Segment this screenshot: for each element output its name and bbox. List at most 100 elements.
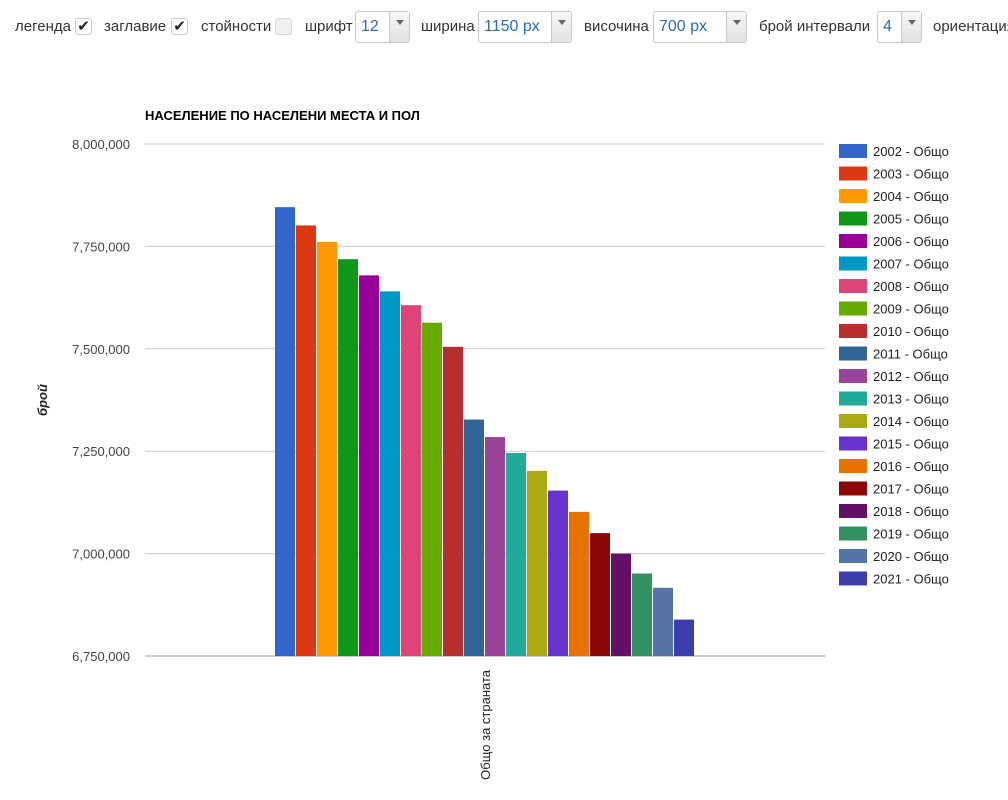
bar[interactable] (674, 619, 694, 656)
legend-swatch (839, 324, 867, 338)
legend: 2002 - Общо 2003 - Общо 2004 - Общо 2005 - … (839, 144, 949, 587)
bar[interactable] (548, 490, 568, 656)
legend-item-label: 2002 - Общо (873, 144, 949, 159)
bar[interactable] (380, 291, 400, 656)
y-axis-ticks: 6,750,000 7,000,000 7,250,000 7,500,000 7,75… (72, 137, 130, 664)
bar[interactable] (401, 305, 421, 656)
legend-item-label: 2015 - Общо (873, 437, 949, 452)
chevron-down-icon (389, 12, 409, 42)
bar[interactable] (422, 322, 442, 656)
bar[interactable] (443, 346, 463, 656)
font-size-value: 12 (361, 18, 379, 35)
y-axis-label: брой (35, 384, 50, 416)
bar[interactable] (275, 207, 295, 656)
chevron-down-icon (726, 12, 746, 42)
y-tick-label: 7,000,000 (72, 547, 130, 562)
orientation-label: ориентация (933, 18, 1008, 35)
bar[interactable] (506, 452, 526, 656)
legend-swatch (839, 549, 867, 563)
legend-swatch (839, 481, 867, 496)
intervals-label: брой интервали (759, 18, 871, 35)
intervals-value: 4 (883, 18, 892, 35)
legend-item-label: 2017 - Общо (873, 482, 949, 497)
legend-swatch (839, 234, 867, 248)
legend-item-label: 2013 - Общо (873, 392, 949, 407)
legend-swatch (839, 166, 867, 181)
chevron-down-icon (551, 12, 571, 42)
font-label: шрифт (305, 18, 353, 35)
legend-item-label: 2003 - Общо (873, 167, 949, 182)
width-label: ширина (421, 18, 475, 35)
bar[interactable] (527, 470, 547, 656)
legend-item-label: 2020 - Общо (873, 549, 949, 564)
bar[interactable] (611, 553, 631, 656)
chevron-down-icon (901, 12, 921, 42)
legend-item-label: 2014 - Общо (873, 414, 949, 429)
chart-title: НАСЕЛЕНИЕ ПО НАСЕЛЕНИ МЕСТА И ПОЛ (145, 108, 420, 123)
legend-item-label: 2008 - Общо (873, 279, 949, 294)
height-label: височина (584, 18, 649, 35)
font-size-select[interactable]: 12 (355, 11, 410, 43)
chart-options-toolbar: легенда ✔ заглавие ✔ стойности шрифт 12 … (0, 10, 1008, 44)
legend-item-label: 2005 - Общо (873, 212, 949, 227)
bar[interactable] (464, 419, 484, 656)
legend-swatch (839, 346, 867, 361)
legend-label: легенда (15, 18, 71, 35)
legend-item-label: 2004 - Общо (873, 189, 949, 204)
legend-swatch (839, 526, 867, 541)
legend-swatch (839, 459, 867, 473)
legend-swatch (839, 144, 867, 158)
legend-checkbox[interactable]: ✔ (75, 18, 92, 35)
bar[interactable] (653, 587, 673, 656)
legend-swatch (839, 504, 867, 518)
y-tick-label: 7,500,000 (72, 342, 130, 357)
bar[interactable] (359, 275, 379, 656)
bar[interactable] (569, 511, 589, 656)
legend-swatch (839, 436, 867, 451)
legend-item-label: 2016 - Общо (873, 459, 949, 474)
height-value: 700 px (659, 18, 708, 35)
title-label: заглавие (104, 18, 167, 35)
legend-swatch (839, 279, 867, 293)
legend-swatch (839, 391, 867, 406)
title-checkbox[interactable]: ✔ (171, 18, 188, 35)
y-tick-label: 7,750,000 (72, 239, 130, 254)
y-tick-label: 7,250,000 (72, 444, 130, 459)
x-axis-ticks: Общо за страната (478, 669, 493, 780)
height-select[interactable]: 700 px (653, 11, 747, 43)
bar[interactable] (338, 259, 358, 656)
legend-item-label: 2010 - Общо (873, 324, 949, 339)
y-tick-label: 8,000,000 (72, 137, 130, 152)
bar[interactable] (590, 533, 610, 656)
bars (275, 207, 694, 657)
checkmark-icon: ✔ (173, 18, 186, 35)
intervals-select[interactable]: 4 (877, 11, 922, 43)
bar[interactable] (317, 241, 337, 656)
bar[interactable] (296, 225, 316, 657)
legend-item-label: 2007 - Общо (873, 257, 949, 272)
legend-swatch (839, 414, 867, 428)
legend-swatch (839, 571, 867, 586)
legend-item-label: 2011 - Общо (873, 347, 948, 362)
legend-item-label: 2006 - Общо (873, 234, 949, 249)
legend-item-label: 2012 - Общо (873, 369, 949, 384)
legend-swatch (839, 301, 867, 316)
legend-swatch (839, 256, 867, 271)
x-tick-label: Общо за страната (478, 669, 493, 780)
bar[interactable] (485, 437, 505, 656)
checkmark-icon: ✔ (77, 18, 90, 35)
y-tick-label: 6,750,000 (72, 649, 130, 664)
legend-item-label: 2018 - Общо (873, 504, 949, 519)
legend-item-label: 2009 - Общо (873, 302, 949, 317)
legend-swatch (839, 189, 867, 203)
width-select[interactable]: 1150 px (478, 11, 572, 43)
legend-item-label: 2021 - Общо (873, 572, 949, 587)
values-label: стойности (201, 18, 272, 35)
legend-swatch (839, 211, 867, 226)
legend-item-label: 2019 - Общо (873, 527, 949, 542)
bar[interactable] (632, 573, 652, 656)
values-checkbox[interactable] (275, 18, 292, 35)
width-value: 1150 px (484, 18, 540, 35)
legend-swatch (839, 369, 867, 383)
